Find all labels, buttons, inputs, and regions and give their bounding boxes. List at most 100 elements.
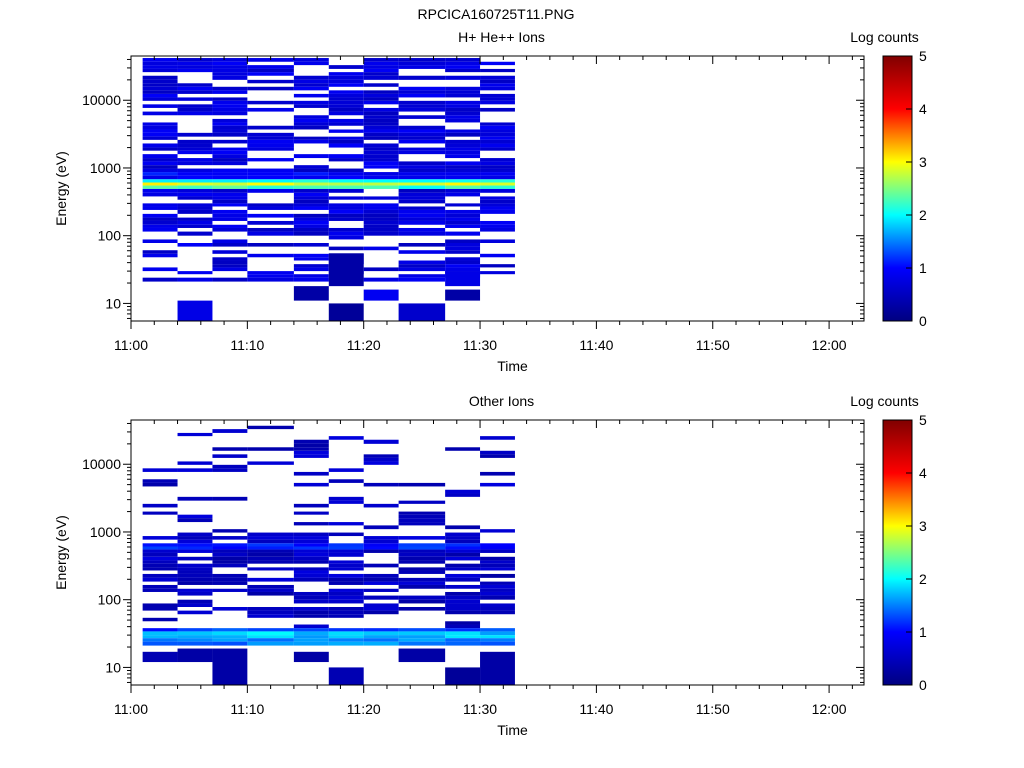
heatmap-cell bbox=[480, 188, 515, 193]
heatmap-cell bbox=[247, 532, 294, 537]
heatmap-cell bbox=[398, 556, 446, 561]
heatmap-cell bbox=[363, 246, 399, 251]
heatmap-cell bbox=[212, 648, 248, 685]
heatmap-cell bbox=[177, 543, 213, 547]
heatmap-cell bbox=[293, 172, 329, 176]
heatmap-cell bbox=[363, 628, 399, 632]
heatmap-cell bbox=[445, 100, 481, 105]
heatmap-cell bbox=[142, 577, 178, 582]
heatmap-cell bbox=[142, 503, 178, 508]
heatmap-cell bbox=[142, 158, 178, 162]
heatmap-cell bbox=[293, 447, 329, 451]
heatmap-cell bbox=[142, 136, 178, 140]
heatmap-cell bbox=[363, 115, 399, 119]
heatmap-cell bbox=[247, 577, 294, 582]
heatmap-cell bbox=[177, 567, 213, 571]
heatmap-cell bbox=[445, 257, 481, 261]
heatmap-cell bbox=[293, 595, 329, 600]
heatmap-cell bbox=[177, 143, 213, 148]
heatmap-cell bbox=[247, 242, 294, 247]
heatmap-cell bbox=[142, 79, 178, 84]
heatmap-cell bbox=[398, 185, 446, 189]
colorbar-tick-label: 4 bbox=[919, 465, 927, 481]
heatmap-cell bbox=[212, 161, 248, 166]
heatmap-cell bbox=[142, 122, 178, 126]
heatmap-cell bbox=[142, 635, 178, 639]
heatmap-cell bbox=[212, 628, 248, 632]
heatmap-cell bbox=[480, 610, 515, 615]
heatmap-cell bbox=[293, 192, 329, 197]
heatmap-cell bbox=[445, 621, 481, 625]
heatmap-cell bbox=[212, 182, 248, 186]
heatmap-cell bbox=[177, 182, 213, 186]
heatmap-cell bbox=[177, 461, 213, 465]
heatmap-cell bbox=[480, 100, 515, 105]
heatmap-cell bbox=[445, 631, 481, 636]
heatmap-cell bbox=[212, 242, 248, 247]
heatmap-cell bbox=[293, 471, 329, 476]
heatmap-cell bbox=[212, 239, 248, 243]
heatmap-cell bbox=[177, 179, 213, 183]
heatmap-cell bbox=[445, 599, 481, 604]
heatmap-cell bbox=[480, 227, 515, 232]
heatmap-cell bbox=[212, 129, 248, 133]
heatmap-cell bbox=[363, 606, 399, 611]
heatmap-cell bbox=[142, 277, 178, 282]
heatmap-cell bbox=[142, 75, 178, 80]
heatmap-cell bbox=[398, 192, 446, 197]
heatmap-cell bbox=[293, 199, 329, 204]
heatmap-cell bbox=[398, 188, 446, 193]
x-axis-label: Time bbox=[497, 722, 528, 738]
heatmap-cell bbox=[445, 638, 481, 642]
heatmap-cell bbox=[363, 154, 399, 159]
heatmap-cell bbox=[328, 179, 364, 183]
heatmap-cell bbox=[247, 206, 294, 210]
heatmap-cell bbox=[177, 563, 213, 568]
heatmap-cell bbox=[293, 539, 329, 544]
heatmap-cell bbox=[328, 573, 364, 578]
heatmap-cell bbox=[480, 436, 515, 440]
heatmap-cell bbox=[247, 231, 294, 236]
heatmap-cell bbox=[363, 161, 399, 166]
heatmap-cell bbox=[445, 610, 481, 615]
heatmap-cell bbox=[328, 479, 364, 483]
heatmap-cell bbox=[363, 58, 399, 62]
heatmap-cell bbox=[363, 175, 399, 180]
heatmap-cell bbox=[247, 536, 294, 540]
heatmap-cell bbox=[212, 175, 248, 180]
heatmap-cell bbox=[142, 86, 178, 91]
heatmap-cell bbox=[398, 220, 446, 225]
heatmap-cell bbox=[398, 274, 446, 278]
heatmap-cell bbox=[480, 122, 515, 126]
heatmap-cell bbox=[328, 97, 364, 101]
heatmap-cell bbox=[328, 532, 364, 537]
heatmap-cell bbox=[212, 125, 248, 130]
heatmap-cell bbox=[142, 552, 178, 557]
heatmap-cell bbox=[445, 546, 481, 550]
heatmap-cell bbox=[177, 224, 213, 228]
heatmap-cell bbox=[480, 168, 515, 173]
heatmap-cell bbox=[363, 65, 399, 69]
heatmap-cell bbox=[398, 172, 446, 176]
heatmap-cell bbox=[328, 543, 364, 547]
heatmap-cell bbox=[328, 168, 364, 173]
heatmap-cell bbox=[177, 68, 213, 73]
heatmap-cell bbox=[445, 567, 481, 571]
panel-title: H+ He++ Ions bbox=[458, 29, 545, 45]
heatmap-cell bbox=[293, 182, 329, 186]
heatmap-cell bbox=[177, 150, 213, 155]
heatmap-cell bbox=[363, 68, 399, 73]
heatmap-cell bbox=[293, 100, 329, 105]
heatmap-cell bbox=[398, 165, 446, 169]
heatmap-cell bbox=[480, 635, 515, 639]
heatmap-cell bbox=[177, 147, 213, 151]
heatmap-cell bbox=[328, 563, 364, 568]
heatmap-cell bbox=[398, 107, 446, 112]
heatmap-cell bbox=[398, 100, 446, 105]
heatmap-cell bbox=[480, 139, 515, 144]
heatmap-cell bbox=[247, 175, 294, 180]
heatmap-cell bbox=[363, 209, 399, 214]
heatmap-cell bbox=[398, 522, 446, 526]
heatmap-cell bbox=[480, 79, 515, 84]
